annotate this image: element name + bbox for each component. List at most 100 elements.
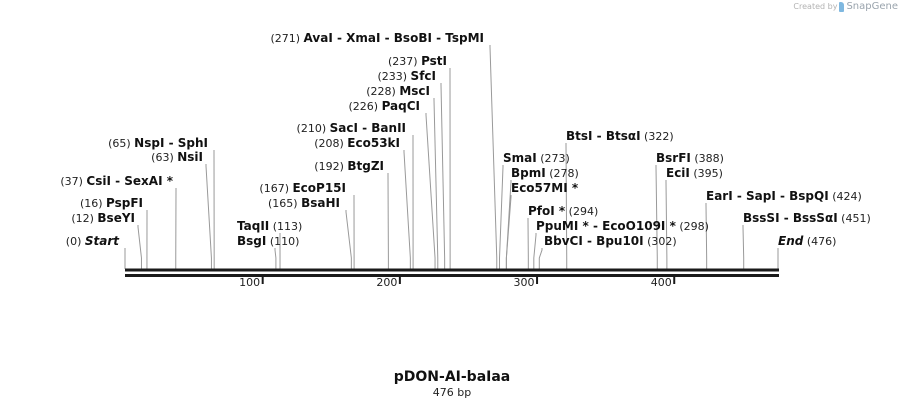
axis-tick-label: 200 <box>376 276 397 289</box>
svg-text:PfoI * (294): PfoI * (294) <box>528 204 598 218</box>
svg-text:EarI - SapI - BspQI (424): EarI - SapI - BspQI (424) <box>706 189 862 203</box>
leader-line-bseyi <box>137 225 142 269</box>
site-label-ppumi[interactable]: PpuMI * - EcoO109I * (298) <box>536 219 709 233</box>
svg-text:(208) Eco53kI: (208) Eco53kI <box>314 136 400 150</box>
svg-text:(16) PspFI: (16) PspFI <box>80 196 143 210</box>
svg-text:(165) BsaHI: (165) BsaHI <box>268 196 340 210</box>
leader-line-ppumi <box>533 233 537 269</box>
axis-tick-label: 300 <box>514 276 535 289</box>
site-label-pfoi[interactable]: PfoI * (294) <box>528 204 598 218</box>
leader-line-bsssi <box>742 225 745 269</box>
svg-text:(167) EcoP15I: (167) EcoP15I <box>259 181 346 195</box>
sequence-name: pDON-AI-baIaa <box>393 369 511 385</box>
sequence-backbone <box>125 268 779 277</box>
site-label-nspi[interactable]: (65) NspI - SphI <box>108 136 208 150</box>
svg-text:BsrFI (388): BsrFI (388) <box>656 151 724 165</box>
site-label-sfci[interactable]: (233) SfcI <box>377 69 436 83</box>
leader-line-eco53ki <box>403 150 411 269</box>
site-label-saci[interactable]: (210) SacI - BanII <box>297 121 406 135</box>
svg-text:EciI (395): EciI (395) <box>666 166 723 180</box>
site-label-start[interactable]: (0) Start <box>66 234 120 248</box>
site-label-psti[interactable]: (237) PstI <box>388 54 447 68</box>
site-label-bsgi[interactable]: BsgI (110) <box>237 234 299 248</box>
leader-line-nsii <box>205 164 212 269</box>
sequence-length: 476 bp <box>432 386 472 399</box>
axis-tick-mark <box>261 277 264 284</box>
leader-line-avai <box>489 45 498 269</box>
leader-line-paqci <box>425 113 436 269</box>
svg-text:SmaI (273): SmaI (273) <box>503 151 570 165</box>
leader-line-bbvci <box>538 248 543 269</box>
site-leader-lines <box>124 45 779 269</box>
leader-line-msci <box>433 98 439 269</box>
credit-brand: SnapGene <box>846 1 898 12</box>
sequence-title-block: pDON-AI-baIaa 476 bp <box>0 368 904 399</box>
site-label-btgzi[interactable]: (192) BtgZI <box>314 159 384 173</box>
svg-text:(226) PaqCI: (226) PaqCI <box>348 99 420 113</box>
site-label-eari[interactable]: EarI - SapI - BspQI (424) <box>706 189 862 203</box>
leader-line-sfci <box>440 83 446 269</box>
site-label-bsahi[interactable]: (165) BsaHI <box>268 196 340 210</box>
site-label-nsii[interactable]: (63) NsiI <box>151 150 203 164</box>
site-label-end[interactable]: End (476) <box>778 234 836 248</box>
svg-text:BpmI (278): BpmI (278) <box>511 166 579 180</box>
credit-prefix: Created by <box>793 2 838 11</box>
svg-text:(233) SfcI: (233) SfcI <box>377 69 436 83</box>
svg-text:(228) MscI: (228) MscI <box>366 84 430 98</box>
site-label-msci[interactable]: (228) MscI <box>366 84 430 98</box>
site-label-paqci[interactable]: (226) PaqCI <box>348 99 420 113</box>
site-label-bpmi[interactable]: BpmI (278) <box>511 166 579 180</box>
svg-text:(210) SacI - BanII: (210) SacI - BanII <box>297 121 406 135</box>
svg-text:(192) BtgZI: (192) BtgZI <box>314 159 384 173</box>
site-label-ecop15i[interactable]: (167) EcoP15I <box>259 181 346 195</box>
backbone-bottom-strand <box>125 274 779 277</box>
leader-line-bsrfi <box>655 165 658 269</box>
svg-text:(63) NsiI: (63) NsiI <box>151 150 203 164</box>
svg-text:BsgI (110): BsgI (110) <box>237 234 299 248</box>
axis-ticks: 100 200 300 400 <box>239 276 676 289</box>
leader-line-btsi <box>565 143 568 269</box>
svg-text:(271) AvaI - XmaI - BsoBI: (271) AvaI - XmaI - BsoBI - TspMI <box>270 31 484 45</box>
svg-text:(237) PstI: (237) PstI <box>388 54 447 68</box>
leader-line-bsahi <box>345 210 352 269</box>
axis-tick-mark <box>673 277 676 284</box>
axis-tick-label: 100 <box>239 276 260 289</box>
svg-text:(12) BseYI: (12) BseYI <box>71 211 135 225</box>
svg-text:Eco57MI *: Eco57MI * <box>511 181 579 195</box>
site-label-ecii[interactable]: EciI (395) <box>666 166 723 180</box>
site-label-bsrfi[interactable]: BsrFI (388) <box>656 151 724 165</box>
site-label-btsi[interactable]: BtsI - BtsαI (322) <box>566 129 674 143</box>
site-label-bseyi[interactable]: (12) BseYI <box>71 211 135 225</box>
site-label-smai[interactable]: SmaI (273) <box>503 151 570 165</box>
snapgene-logo-icon <box>839 1 845 12</box>
svg-text:BssSI - BssSαI (451): BssSI - BssSαI (451) <box>743 211 871 225</box>
svg-text:BtsI - BtsαI (322): BtsI - BtsαI (322) <box>566 129 674 143</box>
leader-line-ecii <box>665 180 668 269</box>
site-labels: (0) Start (12) BseYI(16) PspFI (37) CsiI -… <box>60 31 870 248</box>
svg-text:(37) CsiI - SexAI *: (37) CsiI - SexAI * <box>60 174 173 188</box>
site-label-pspfi[interactable]: (16) PspFI <box>80 196 143 210</box>
site-label-eco57mi[interactable]: Eco57MI * <box>511 181 579 195</box>
axis-tick-mark <box>536 277 539 284</box>
site-label-bbvci[interactable]: BbvCI - Bpu10I (302) <box>544 234 677 248</box>
leader-line-eco57mi <box>505 195 512 269</box>
site-label-taqii[interactable]: TaqII (113) <box>237 219 302 233</box>
snapgene-credit: Created by SnapGene <box>793 1 898 12</box>
site-label-eco53ki[interactable]: (208) Eco53kI <box>314 136 400 150</box>
axis-tick-label: 400 <box>651 276 672 289</box>
site-label-csii[interactable]: (37) CsiI - SexAI * <box>60 174 173 188</box>
axis-tick-mark <box>398 277 401 284</box>
svg-text:TaqII (113): TaqII (113) <box>237 219 302 233</box>
leader-line-eari <box>705 203 708 269</box>
backbone-top-strand <box>125 268 779 272</box>
svg-text:(0) Start: (0) Start <box>66 234 120 248</box>
svg-text:BbvCI - Bpu10I (302): BbvCI - Bpu10I (302) <box>544 234 677 248</box>
site-label-bsssi[interactable]: BssSI - BssSαI (451) <box>743 211 871 225</box>
svg-text:PpuMI * - EcoO109I * (298): PpuMI * - EcoO109I * (298) <box>536 219 709 233</box>
svg-text:End (476): End (476) <box>778 234 836 248</box>
svg-text:(65) NspI - SphI: (65) NspI - SphI <box>108 136 208 150</box>
leader-line-bsgi <box>274 248 277 269</box>
site-label-avai[interactable]: (271) AvaI - XmaI - BsoBI - TspMI <box>270 31 484 45</box>
leader-line-smai <box>499 165 504 269</box>
